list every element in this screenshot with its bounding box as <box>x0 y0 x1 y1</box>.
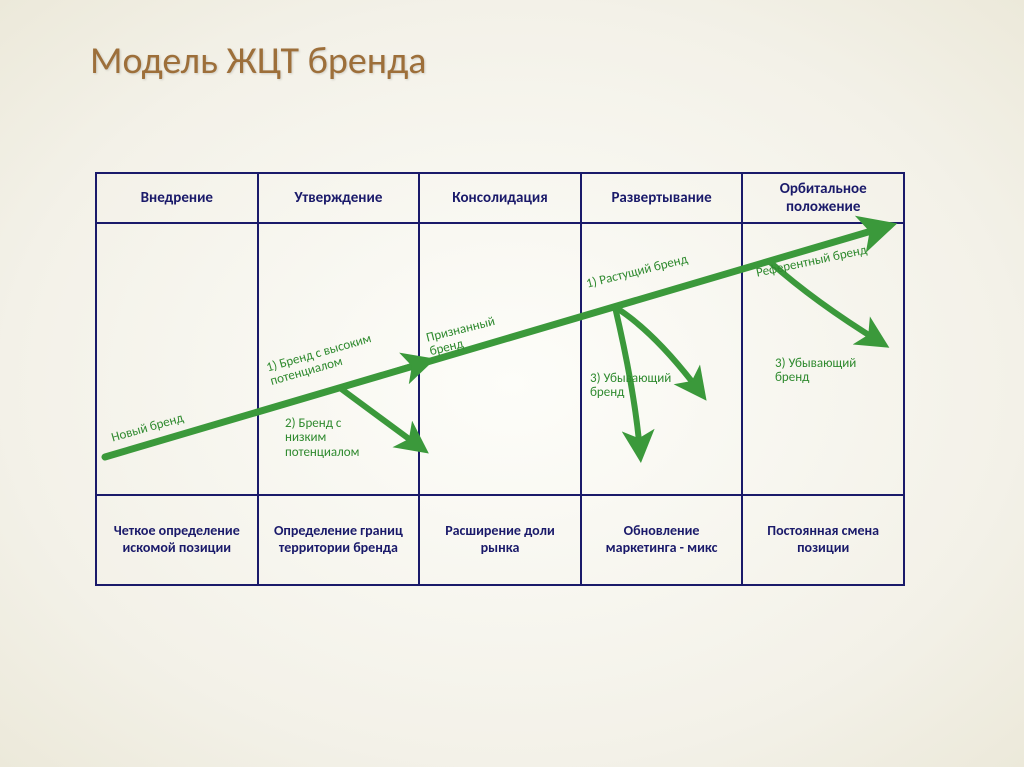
col-header: Утверждение <box>258 173 420 223</box>
body-cell <box>742 223 904 495</box>
lifecycle-table: Внедрение Утверждение Консолидация Разве… <box>95 172 905 586</box>
body-cell <box>96 223 258 495</box>
col-header: Внедрение <box>96 173 258 223</box>
footer-cell: Четкое определение искомой позиции <box>96 495 258 585</box>
table-header-row: Внедрение Утверждение Консолидация Разве… <box>96 173 904 223</box>
footer-cell: Постоянная смена позиции <box>742 495 904 585</box>
col-header: Консолидация <box>419 173 581 223</box>
table-footer-row: Четкое определение искомой позиции Опред… <box>96 495 904 585</box>
col-header: Орбитальное положение <box>742 173 904 223</box>
table-body-row <box>96 223 904 495</box>
diagram-container: Внедрение Утверждение Консолидация Разве… <box>95 172 905 554</box>
body-cell <box>581 223 743 495</box>
footer-cell: Определение границ территории бренда <box>258 495 420 585</box>
body-cell <box>419 223 581 495</box>
col-header: Развертывание <box>581 173 743 223</box>
slide-title: Модель ЖЦТ бренда <box>90 38 427 84</box>
body-cell <box>258 223 420 495</box>
slide: Модель ЖЦТ бренда Внедрение Утверждение … <box>0 0 1024 767</box>
footer-cell: Обновление маркетинга - микс <box>581 495 743 585</box>
footer-cell: Расширение доли рынка <box>419 495 581 585</box>
